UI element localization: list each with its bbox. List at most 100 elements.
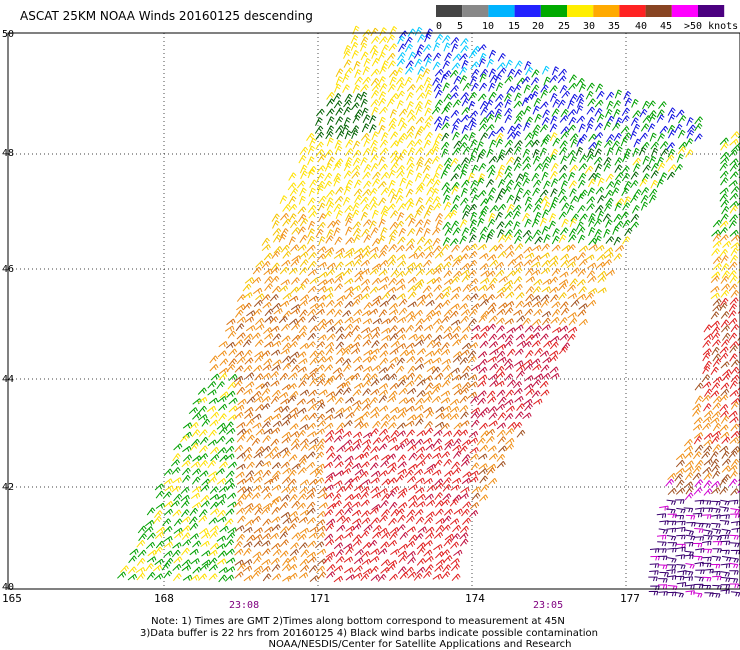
wind-barb	[422, 406, 433, 414]
wind-barb	[425, 499, 436, 507]
wind-barb	[381, 434, 391, 443]
wind-barb	[395, 365, 405, 374]
wind-barb	[731, 527, 740, 533]
wind-barb	[405, 131, 414, 140]
wind-barb	[344, 331, 353, 340]
wind-barb	[477, 93, 487, 102]
wind-barb	[380, 559, 390, 567]
wind-barb	[261, 445, 271, 453]
wind-barb	[460, 92, 469, 101]
wind-barb	[558, 146, 568, 156]
wind-barb	[560, 131, 570, 140]
wind-barb	[478, 123, 488, 132]
wind-barb	[539, 147, 548, 157]
wind-barb	[379, 357, 389, 366]
wind-barb	[468, 437, 479, 444]
wind-barb	[693, 555, 703, 561]
wind-barb	[344, 455, 354, 463]
wind-barb	[261, 421, 271, 429]
wind-barb	[389, 382, 399, 390]
wind-barb	[414, 438, 424, 447]
wind-barb	[255, 428, 265, 436]
wind-barb	[208, 557, 218, 566]
wind-barb	[728, 478, 738, 487]
wind-barb	[308, 478, 319, 486]
wind-barb	[344, 483, 354, 492]
wind-barb	[371, 83, 381, 92]
wind-barb	[361, 203, 371, 212]
wind-barb	[442, 60, 451, 70]
wind-barb	[171, 549, 181, 558]
wind-barb	[308, 295, 319, 302]
wind-barb	[327, 156, 335, 166]
wind-barb	[396, 137, 404, 147]
wind-barb	[352, 140, 361, 150]
wind-barb	[523, 259, 533, 267]
wind-barb	[514, 360, 524, 367]
wind-barb	[270, 475, 280, 483]
wind-barb	[314, 125, 324, 134]
wind-barb	[216, 422, 226, 430]
wind-barb	[352, 539, 362, 547]
wind-barb	[587, 287, 598, 295]
wind-barb	[362, 339, 372, 347]
wind-barb	[370, 574, 380, 581]
wind-barb	[702, 339, 711, 348]
wind-barb	[342, 358, 352, 366]
wind-barb	[379, 66, 387, 75]
wind-barb	[396, 357, 405, 366]
wind-barb	[712, 339, 721, 347]
wind-barb	[399, 122, 408, 132]
wind-barb	[216, 478, 227, 485]
wind-barb	[325, 429, 335, 438]
wind-barb	[587, 178, 596, 188]
wind-barb	[730, 242, 740, 249]
wind-barb	[361, 439, 372, 446]
wind-barb	[290, 351, 300, 358]
wind-barb	[710, 320, 720, 328]
wind-barb	[353, 60, 361, 70]
wind-barb	[549, 366, 559, 374]
wind-barb	[479, 263, 489, 271]
wind-barb	[323, 555, 333, 564]
wind-barb	[730, 144, 740, 153]
wind-barb	[614, 157, 623, 166]
wind-barb	[488, 333, 498, 342]
wind-barb	[694, 123, 703, 132]
wind-barb	[720, 499, 730, 506]
wind-barb	[407, 444, 417, 452]
wind-barb	[486, 229, 496, 238]
wind-barb	[701, 394, 711, 403]
wind-barb	[476, 177, 485, 187]
wind-barb	[449, 209, 458, 219]
wind-barb	[287, 182, 297, 191]
wind-barb	[360, 530, 370, 539]
wind-barb	[405, 342, 416, 350]
wind-barb	[272, 420, 283, 428]
wind-barb	[353, 253, 364, 260]
wind-barb	[496, 454, 506, 462]
wind-barb	[335, 186, 344, 195]
wind-barb	[208, 573, 218, 581]
wind-barb	[710, 451, 719, 460]
wind-barb	[218, 427, 228, 435]
wind-barb	[675, 554, 685, 560]
map-frame	[7, 32, 740, 590]
wind-barb	[487, 169, 496, 179]
wind-barb	[369, 454, 379, 461]
wind-barb	[719, 520, 730, 526]
wind-barb	[307, 228, 316, 238]
wind-barb	[306, 551, 317, 558]
wind-barb	[299, 146, 309, 155]
wind-barb	[280, 511, 291, 519]
wind-barb	[316, 438, 326, 447]
wind-barb	[505, 156, 515, 165]
wind-barb	[711, 487, 721, 495]
wind-barb	[180, 494, 190, 502]
wind-barb	[270, 325, 280, 333]
wind-barb	[551, 268, 561, 277]
wind-barb	[360, 573, 370, 582]
wind-barb	[674, 163, 683, 173]
wind-barb	[282, 450, 291, 459]
wind-barb	[342, 196, 351, 206]
